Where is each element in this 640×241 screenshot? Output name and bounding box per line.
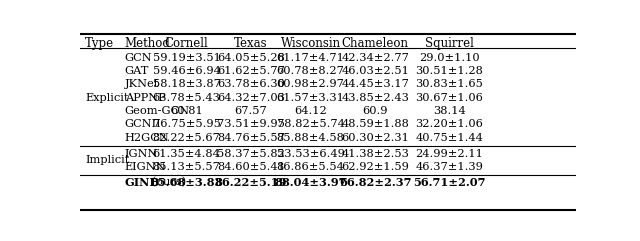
Text: 78.82±5.74: 78.82±5.74 — [276, 120, 344, 129]
Text: Squirrel: Squirrel — [425, 37, 474, 49]
Text: 60.98±2.97: 60.98±2.97 — [276, 79, 344, 89]
Text: 88.04±3.97: 88.04±3.97 — [275, 177, 347, 188]
Text: 82.22±5.67: 82.22±5.67 — [153, 133, 221, 143]
Text: GCNII: GCNII — [125, 120, 161, 129]
Text: 29.0±1.10: 29.0±1.10 — [419, 53, 480, 63]
Text: 30.51±1.28: 30.51±1.28 — [415, 66, 483, 76]
Text: 76.75±5.95: 76.75±5.95 — [153, 120, 221, 129]
Text: 60.81: 60.81 — [170, 106, 203, 116]
Text: 61.35±4.84: 61.35±4.84 — [153, 149, 221, 159]
Text: H2GCN: H2GCN — [125, 133, 170, 143]
Text: Geom-GCN: Geom-GCN — [125, 106, 190, 116]
Text: GIND: GIND — [125, 177, 160, 188]
Text: 46.03±2.51: 46.03±2.51 — [341, 66, 409, 76]
Text: 60.78±8.27: 60.78±8.27 — [276, 66, 344, 76]
Text: 86.86±5.54: 86.86±5.54 — [276, 162, 344, 172]
Text: 85.68±3.83: 85.68±3.83 — [150, 177, 223, 188]
Text: 32.20±1.06: 32.20±1.06 — [415, 120, 483, 129]
Text: 64.05±5.28: 64.05±5.28 — [217, 53, 285, 63]
Text: Implicit: Implicit — [85, 155, 129, 165]
Text: 85.13±5.57: 85.13±5.57 — [153, 162, 221, 172]
Text: 43.85±2.43: 43.85±2.43 — [341, 93, 409, 103]
Text: GCN: GCN — [125, 53, 152, 63]
Text: 42.34±2.77: 42.34±2.77 — [341, 53, 409, 63]
Text: Explicit: Explicit — [85, 93, 129, 103]
Text: Cornell: Cornell — [164, 37, 209, 49]
Text: 67.57: 67.57 — [235, 106, 268, 116]
Text: 59.19±3.51: 59.19±3.51 — [153, 53, 221, 63]
Text: 41.38±2.53: 41.38±2.53 — [341, 149, 409, 159]
Text: 40.75±1.44: 40.75±1.44 — [415, 133, 483, 143]
Text: 53.53±6.49: 53.53±6.49 — [276, 149, 344, 159]
Text: 46.37±1.39: 46.37±1.39 — [415, 162, 483, 172]
Text: 61.17±4.71: 61.17±4.71 — [276, 53, 344, 63]
Text: 85.88±4.58: 85.88±4.58 — [276, 133, 344, 143]
Text: 64.12: 64.12 — [294, 106, 327, 116]
Text: 63.78±5.43: 63.78±5.43 — [153, 93, 221, 103]
Text: 63.78±6.30: 63.78±6.30 — [217, 79, 285, 89]
Text: 61.57±3.31: 61.57±3.31 — [276, 93, 344, 103]
Text: 73.51±9.95: 73.51±9.95 — [217, 120, 285, 129]
Text: 48.59±1.88: 48.59±1.88 — [341, 120, 409, 129]
Text: 44.45±3.17: 44.45±3.17 — [341, 79, 409, 89]
Text: 59.46±6.94: 59.46±6.94 — [153, 66, 221, 76]
Text: Chameleon: Chameleon — [342, 37, 408, 49]
Text: 58.37±5.82: 58.37±5.82 — [217, 149, 285, 159]
Text: 24.99±2.11: 24.99±2.11 — [415, 149, 483, 159]
Text: 62.92±1.59: 62.92±1.59 — [341, 162, 409, 172]
Text: Texas: Texas — [234, 37, 268, 49]
Text: 66.82±2.37: 66.82±2.37 — [339, 177, 412, 188]
Text: 60.9: 60.9 — [362, 106, 388, 116]
Text: 56.71±2.07: 56.71±2.07 — [413, 177, 486, 188]
Text: IGNN: IGNN — [125, 149, 158, 159]
Text: Method: Method — [125, 37, 170, 49]
Text: (ours): (ours) — [148, 177, 187, 187]
Text: GAT: GAT — [125, 66, 149, 76]
Text: 30.83±1.65: 30.83±1.65 — [415, 79, 483, 89]
Text: Wisconsin: Wisconsin — [280, 37, 340, 49]
Text: 30.67±1.06: 30.67±1.06 — [415, 93, 483, 103]
Text: 61.62±5.77: 61.62±5.77 — [217, 66, 285, 76]
Text: 60.30±2.31: 60.30±2.31 — [341, 133, 409, 143]
Text: Type: Type — [85, 37, 114, 49]
Text: JKNet: JKNet — [125, 79, 159, 89]
Text: 58.18±3.87: 58.18±3.87 — [153, 79, 221, 89]
Text: EIGNN: EIGNN — [125, 162, 166, 172]
Text: 38.14: 38.14 — [433, 106, 466, 116]
Text: 86.22±5.19: 86.22±5.19 — [215, 177, 287, 188]
Text: 84.76±5.57: 84.76±5.57 — [217, 133, 285, 143]
Text: 84.60±5.41: 84.60±5.41 — [217, 162, 285, 172]
Text: 64.32±7.03: 64.32±7.03 — [217, 93, 285, 103]
Text: APPNP: APPNP — [125, 93, 165, 103]
